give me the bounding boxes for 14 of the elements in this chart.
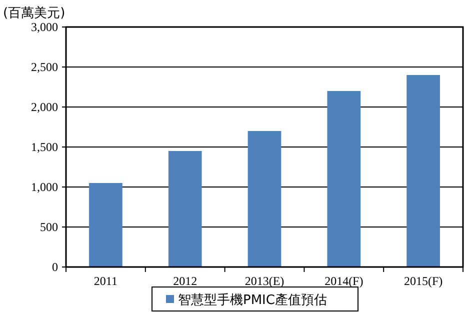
- x-tick-label: 2014(F): [324, 274, 364, 288]
- y-tick-label: 1,500: [31, 140, 58, 154]
- legend-label: 智慧型手機PMIC產值預估: [178, 293, 327, 308]
- y-tick-label: 500: [40, 220, 58, 234]
- x-tick-label: 2011: [94, 274, 118, 288]
- y-axis-title: (百萬美元): [3, 5, 66, 21]
- y-tick-label: 1,000: [31, 180, 58, 194]
- x-tick-label: 2012: [173, 274, 198, 288]
- y-tick-label: 2,000: [31, 100, 58, 114]
- x-tick-label: 2013(E): [244, 274, 284, 288]
- y-tick-label: 0: [52, 260, 58, 274]
- x-tick-label: 2015(F): [404, 274, 443, 288]
- y-tick-label: 3,000: [31, 20, 58, 34]
- y-tick-label: 2,500: [31, 60, 58, 74]
